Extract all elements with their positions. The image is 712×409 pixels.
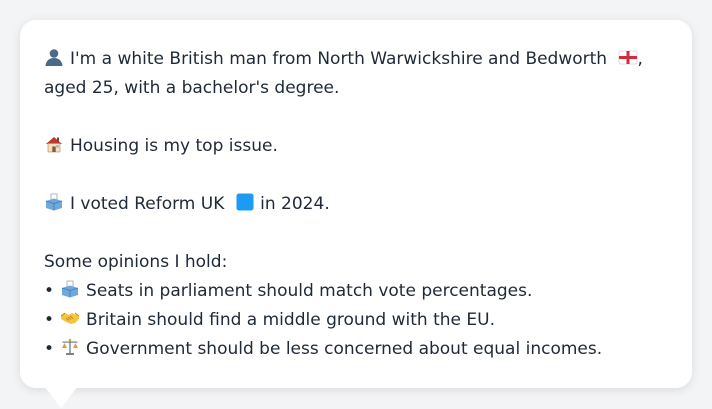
opinion-item: • Government should be less concerned ab… [44, 335, 668, 364]
speech-bubble-tail [44, 386, 78, 408]
opinions-list: • Seats in parliament should match vote … [44, 277, 668, 364]
vote-text: I voted Reform UK [70, 194, 225, 214]
ballot-box-icon [45, 193, 63, 211]
bullet-marker: • [44, 339, 55, 359]
bullet-marker: • [44, 310, 55, 330]
bullet-marker: • [44, 281, 55, 301]
blue-square-icon [236, 193, 254, 211]
top-issue-line: Housing is my top issue. [44, 132, 668, 161]
opinion-text: Government should be less concerned abou… [86, 339, 603, 359]
intro-text: I'm a white British man from North Warwi… [70, 49, 608, 69]
handshake-icon [60, 312, 80, 324]
top-issue-text: Housing is my top issue. [70, 136, 278, 156]
opinion-text: Britain should find a middle ground with… [86, 310, 495, 330]
opinion-item: • Britain should find a middle ground wi… [44, 306, 668, 335]
england-flag-icon [618, 50, 637, 65]
opinion-item: • Seats in parliament should match vote … [44, 277, 668, 306]
opinions-heading: Some opinions I hold: [44, 252, 228, 272]
intro-text-continued: , aged 25, with a bachelor's degree. [44, 49, 643, 98]
house-icon [46, 137, 62, 153]
vote-line: I voted Reform UK in 2024. [44, 190, 668, 219]
vote-text-continued: in 2024. [254, 194, 330, 214]
scales-icon [62, 338, 79, 355]
opinion-text: Seats in parliament should match vote pe… [86, 281, 533, 301]
ballot-box-icon [61, 280, 79, 298]
persona-card: I'm a white British man from North Warwi… [20, 20, 692, 388]
person-silhouette-icon [45, 49, 63, 66]
persona-intro: I'm a white British man from North Warwi… [44, 45, 668, 103]
